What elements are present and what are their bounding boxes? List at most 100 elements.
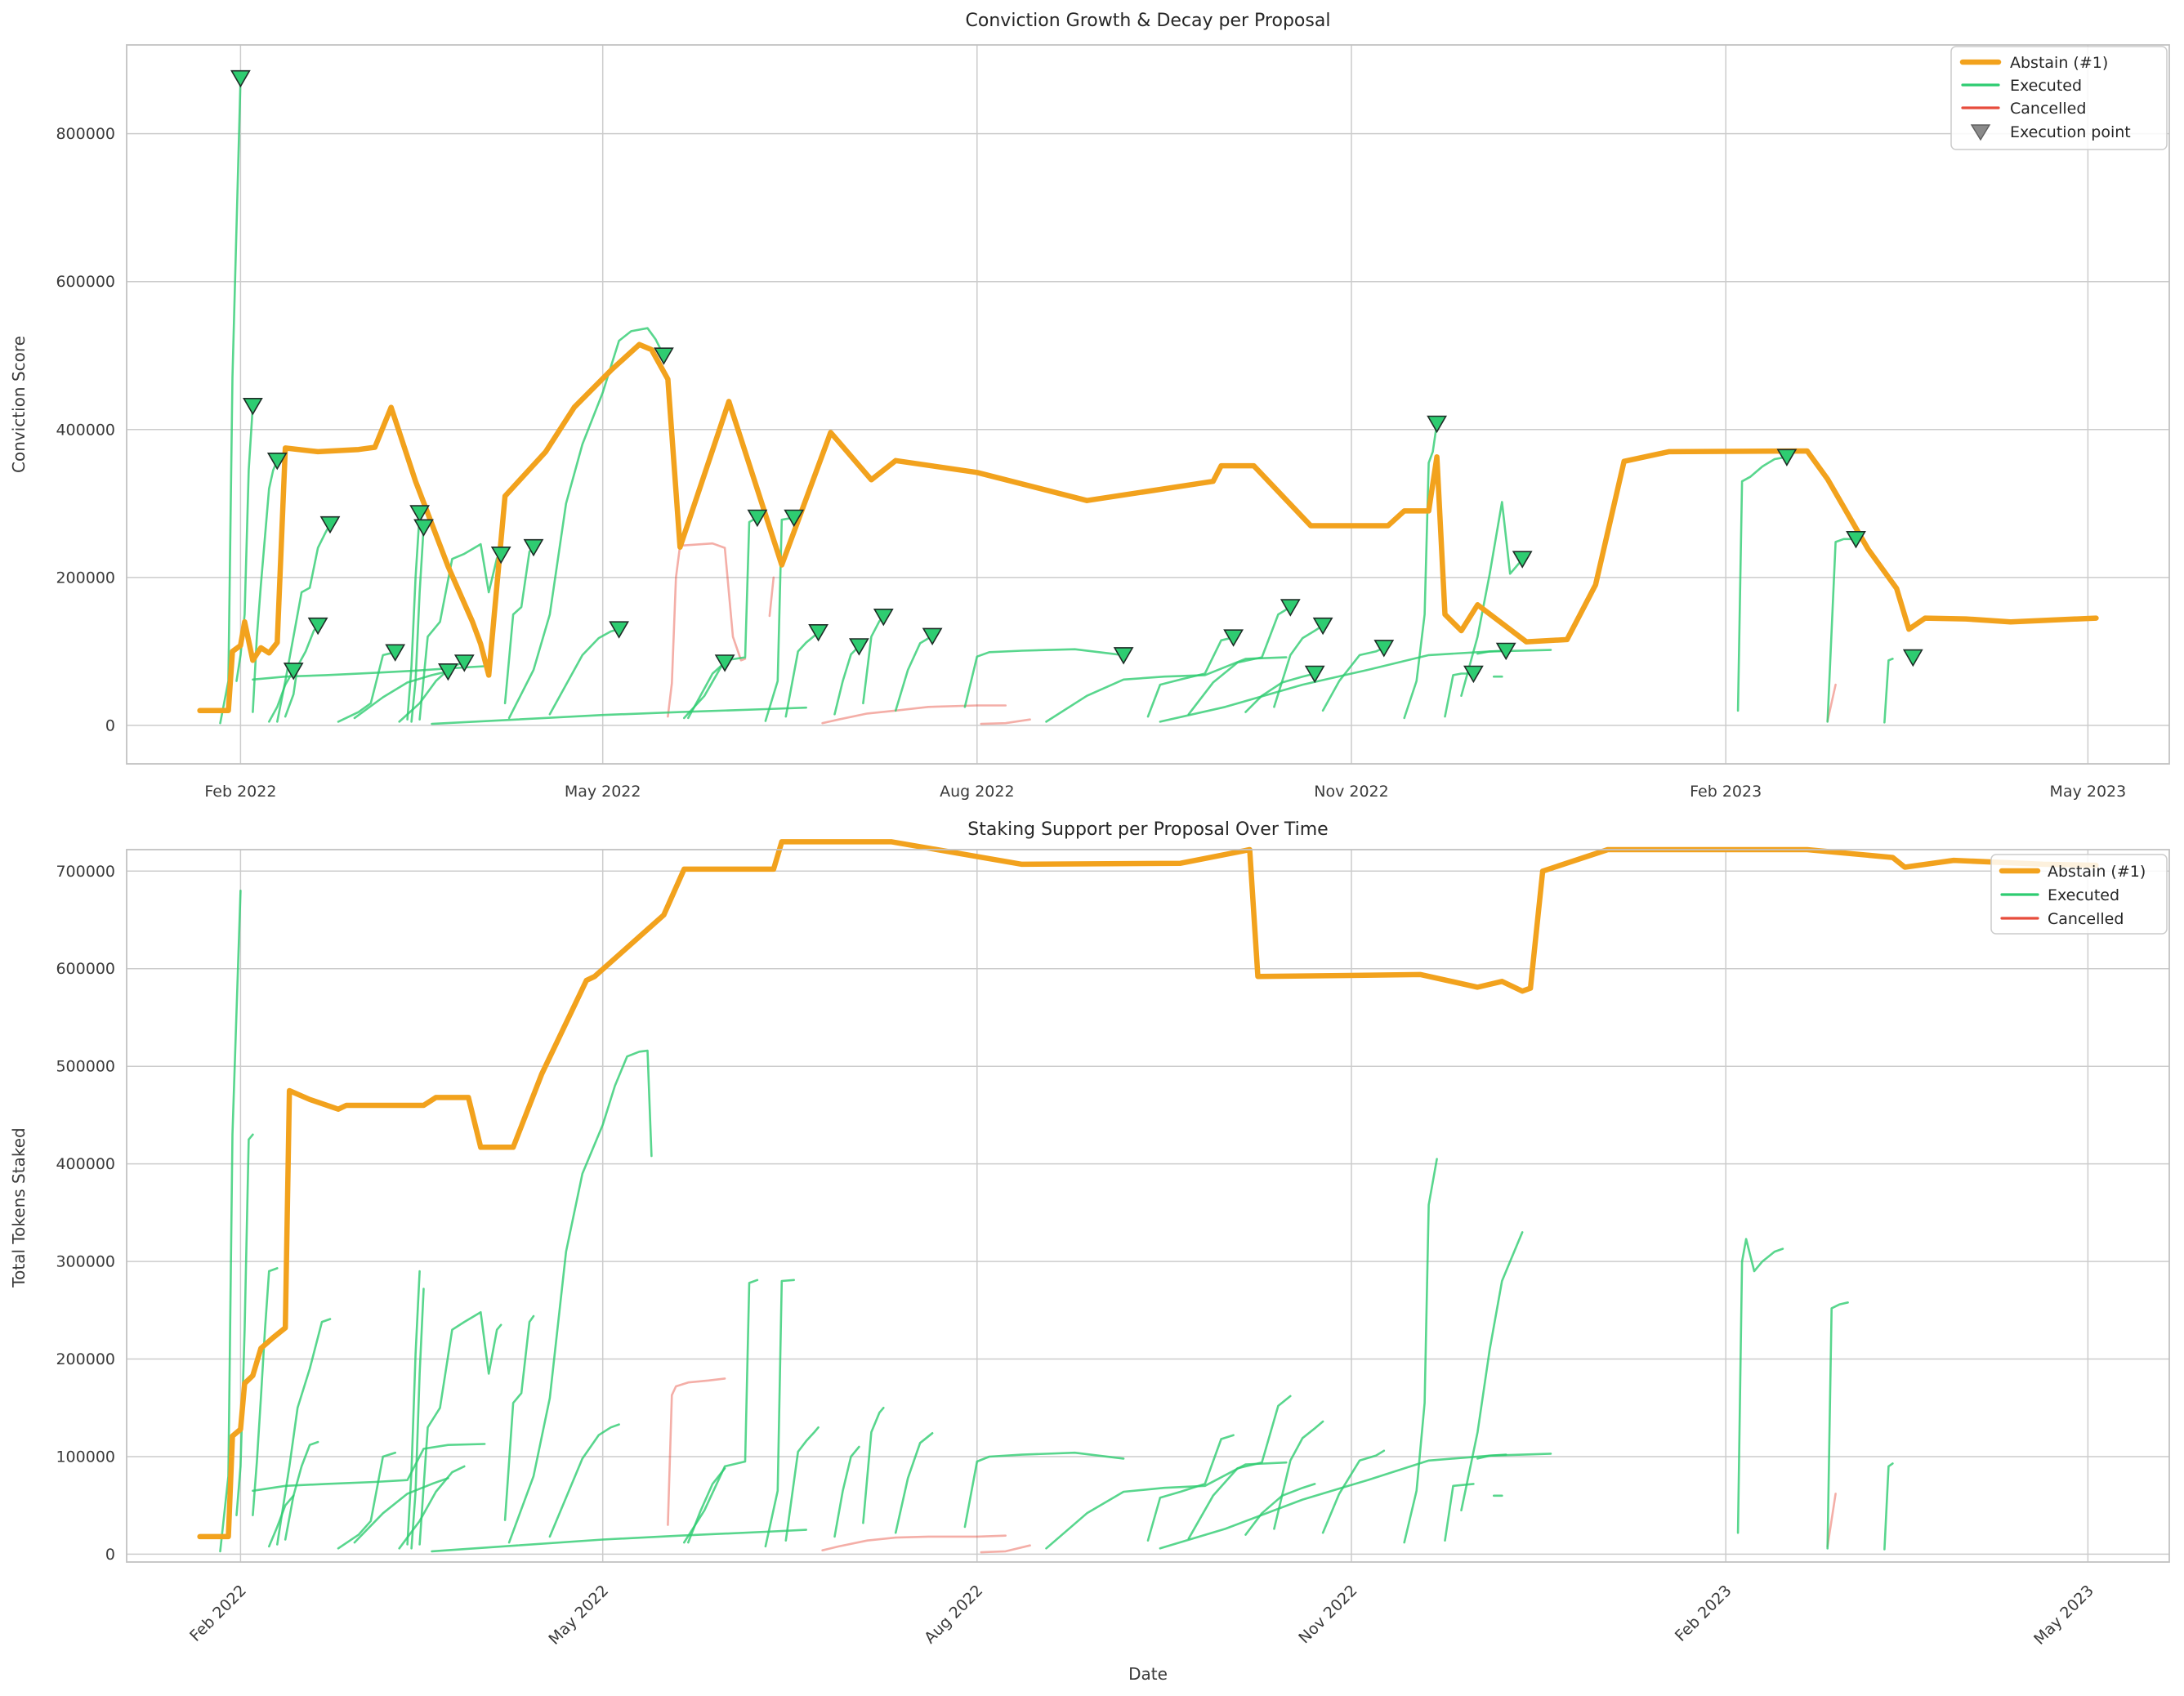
x-tick-label: May 2023 xyxy=(2050,783,2127,801)
executed-proposal-line xyxy=(353,1477,449,1544)
chart2-legend-box xyxy=(1990,854,2168,935)
executed-proposal-line xyxy=(1321,1449,1386,1534)
y-tick-label: 100000 xyxy=(56,1448,115,1466)
executed-proposal-line xyxy=(337,1451,397,1550)
plot-area-border xyxy=(126,849,2170,1563)
executed-proposal-line xyxy=(1476,649,1507,655)
executed-proposal-line xyxy=(503,1314,535,1521)
execution-point-icon xyxy=(1223,629,1244,647)
executed-proposal-line xyxy=(284,1440,319,1541)
executed-proposal-line xyxy=(410,1288,425,1550)
execution-point-icon xyxy=(307,617,328,636)
executed-proposal-line xyxy=(682,516,759,720)
executed-proposal-line xyxy=(764,1279,796,1548)
y-tick-label: 700000 xyxy=(56,863,115,881)
executed-proposal-line xyxy=(1826,538,1857,723)
cancelled-proposal-line xyxy=(768,576,775,618)
executed-proposal-line xyxy=(398,1465,466,1550)
x-tick-label: Nov 2022 xyxy=(1314,783,1388,801)
executed-proposal-line xyxy=(833,1445,860,1538)
cancelled-proposal-line xyxy=(980,1544,1031,1554)
execution-point-icon xyxy=(243,398,263,416)
executed-proposal-line xyxy=(1883,658,1894,724)
cancelled-proposal-line xyxy=(667,1377,726,1526)
execution-point-icon xyxy=(319,515,341,534)
cancelled-proposal-line xyxy=(667,542,747,718)
chart1-legend-box xyxy=(1950,46,2168,150)
executed-proposal-line xyxy=(418,1310,502,1546)
execution-point-icon xyxy=(1304,665,1325,684)
executed-proposal-line xyxy=(682,1279,759,1544)
x-tick-label: Feb 2023 xyxy=(1690,783,1762,801)
executed-proposal-line xyxy=(507,1049,653,1544)
chart1-y-axis-label: Conviction Score xyxy=(9,336,29,473)
executed-proposal-line xyxy=(1187,605,1292,716)
chart2-legend-label-abstain: Abstain (#1) xyxy=(2048,863,2146,881)
execution-point-icon xyxy=(453,654,475,672)
executed-proposal-line xyxy=(431,1529,808,1553)
executed-proposal-line xyxy=(1187,1395,1292,1540)
executed-proposal-line xyxy=(410,525,425,723)
chart2-title: Staking Support per Proposal Over Time xyxy=(967,819,1328,840)
executed-proposal-line xyxy=(1460,501,1524,698)
chart1-legend-label-execution-point: Execution point xyxy=(2010,123,2131,141)
executed-proposal-line xyxy=(764,516,796,722)
executed-proposal-line xyxy=(1460,1231,1524,1511)
cancelled-proposal-line xyxy=(1826,1493,1837,1548)
cancelled-proposal-line xyxy=(821,1534,1007,1551)
execution-point-icon xyxy=(1373,640,1395,658)
executed-proposal-line xyxy=(406,511,421,721)
plot-area-border xyxy=(126,44,2170,765)
executed-proposal-line xyxy=(284,624,319,718)
execution-point-icon xyxy=(873,609,894,627)
y-tick-label: 0 xyxy=(105,716,115,734)
execution-point-icon xyxy=(413,519,434,537)
y-tick-label: 500000 xyxy=(56,1058,115,1076)
execution-point-icon xyxy=(1902,649,1923,667)
execution-point-icon xyxy=(1776,449,1798,466)
executed-proposal-line xyxy=(548,627,620,716)
executed-proposal-line xyxy=(963,1451,1125,1529)
execution-point-icon xyxy=(1846,531,1866,549)
execution-point-icon xyxy=(1512,551,1533,569)
execution-point-icon xyxy=(654,347,674,365)
execution-point-icon xyxy=(1312,617,1333,636)
executed-proposal-line xyxy=(252,1267,279,1516)
execution-point-icon xyxy=(1495,642,1516,661)
executed-proposal-line xyxy=(267,1494,295,1548)
executed-proposal-line xyxy=(431,706,808,725)
executed-proposal-line xyxy=(1736,455,1789,712)
executed-proposal-line xyxy=(1045,656,1288,723)
executed-proposal-line xyxy=(219,77,242,725)
chart2-y-axis-label: Total Tokens Staked xyxy=(9,1127,29,1288)
execution-point-icon xyxy=(1427,415,1447,434)
executed-proposal-line xyxy=(862,1407,885,1524)
executed-proposal-line xyxy=(1146,636,1235,718)
execution-point-icon xyxy=(1463,665,1484,684)
execution-point-icon xyxy=(409,505,430,523)
chart1-legend-label-executed: Executed xyxy=(2010,77,2082,95)
execution-point-icon xyxy=(283,663,304,681)
executed-proposal-line xyxy=(1476,1453,1507,1460)
executed-proposal-line xyxy=(337,650,397,723)
x-tick-label: May 2022 xyxy=(565,783,641,801)
execution-point-icon xyxy=(230,69,251,88)
y-tick-label: 400000 xyxy=(56,1155,115,1173)
executed-proposal-line xyxy=(418,542,502,721)
executed-proposal-line xyxy=(353,670,449,720)
execution-point-icon xyxy=(808,624,828,642)
executed-proposal-line xyxy=(963,648,1125,708)
execution-point-icon xyxy=(385,644,406,662)
executed-proposal-line xyxy=(275,523,332,723)
executed-proposal-line xyxy=(1403,1158,1438,1544)
executed-proposal-line xyxy=(219,889,242,1553)
chart1-title: Conviction Growth & Decay per Proposal xyxy=(966,11,1331,31)
y-tick-label: 200000 xyxy=(56,569,115,587)
y-tick-label: 300000 xyxy=(56,1253,115,1271)
execution-point-icon xyxy=(490,547,511,565)
execution-point-icon xyxy=(714,654,735,672)
executed-proposal-line xyxy=(1146,1434,1235,1542)
